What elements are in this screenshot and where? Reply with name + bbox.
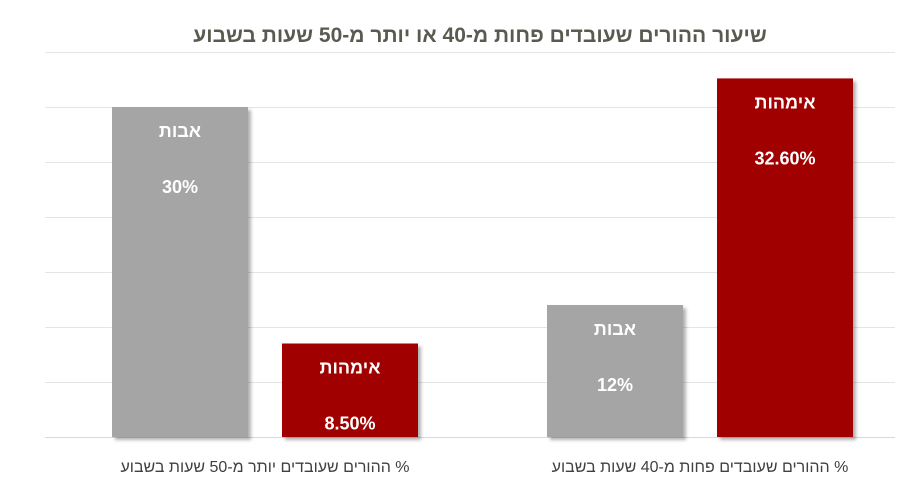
bar-series-label: אבות <box>159 121 201 141</box>
bar-mothers-over-50 <box>282 343 418 437</box>
bar-value-label: 12% <box>597 375 633 395</box>
data-labels: אימהות 32.60% אבות 12% אימהות 8.50% אבות 30% <box>159 92 816 433</box>
bar-series-label: אבות <box>594 319 636 339</box>
bar-value-label: 30% <box>162 177 198 197</box>
category-label-under-40: % ההורים שעובדים פחות מ-40 שעות בשבוע <box>552 459 849 476</box>
bars <box>112 78 853 438</box>
bar-fathers-under-40 <box>547 305 683 437</box>
bar-series-label: אימהות <box>755 92 816 112</box>
bar-value-label: 8.50% <box>324 414 375 434</box>
chart-title: שיעור ההורים שעובדים פחות מ-40 או יותר מ… <box>193 24 767 47</box>
bar-value-label: 32.60% <box>754 148 815 168</box>
bar-series-label: אימהות <box>320 358 381 378</box>
bar-fathers-over-50 <box>112 107 248 437</box>
category-label-over-50: % ההורים שעובדים יותר מ-50 שעות בשבוע <box>120 459 409 476</box>
bar-mothers-under-40 <box>717 78 853 438</box>
